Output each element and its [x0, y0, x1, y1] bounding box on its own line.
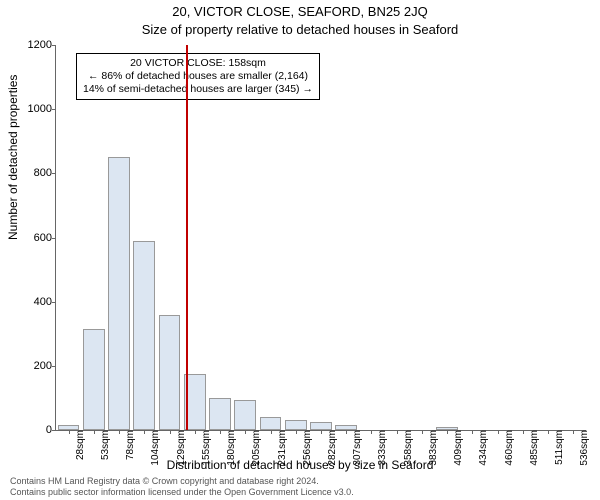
annotation-line-3: 14% of semi-detached houses are larger (… — [83, 83, 313, 96]
histogram-bar — [209, 398, 231, 430]
x-tick-label: 78sqm — [123, 430, 136, 460]
histogram-bar — [436, 427, 458, 430]
x-tick-mark — [245, 430, 246, 434]
y-tick-mark — [52, 173, 56, 174]
x-tick-mark — [573, 430, 574, 434]
reference-line — [186, 45, 188, 430]
y-tick-mark — [52, 109, 56, 110]
x-tick-mark — [220, 430, 221, 434]
footer-line-2: Contains public sector information licen… — [10, 487, 354, 498]
footer-attribution: Contains HM Land Registry data © Crown c… — [10, 476, 354, 498]
footer-line-1: Contains HM Land Registry data © Crown c… — [10, 476, 354, 487]
histogram-bar — [133, 241, 155, 430]
chart-title-main: 20, VICTOR CLOSE, SEAFORD, BN25 2JQ — [0, 4, 600, 19]
x-tick-mark — [447, 430, 448, 434]
x-tick-mark — [523, 430, 524, 434]
annotation-box: 20 VICTOR CLOSE: 158sqm ← 86% of detache… — [76, 53, 320, 100]
y-tick-mark — [52, 366, 56, 367]
histogram-bar — [335, 425, 357, 430]
x-tick-mark — [397, 430, 398, 434]
x-tick-mark — [321, 430, 322, 434]
chart-container: 20, VICTOR CLOSE, SEAFORD, BN25 2JQ Size… — [0, 0, 600, 500]
x-tick-label: 28sqm — [73, 430, 86, 460]
y-tick-mark — [52, 238, 56, 239]
histogram-bar — [285, 420, 307, 430]
x-tick-mark — [422, 430, 423, 434]
annotation-line-1: 20 VICTOR CLOSE: 158sqm — [83, 57, 313, 70]
x-tick-mark — [548, 430, 549, 434]
x-tick-mark — [170, 430, 171, 434]
chart-title-sub: Size of property relative to detached ho… — [0, 22, 600, 37]
histogram-bar — [159, 315, 181, 431]
x-tick-mark — [195, 430, 196, 434]
x-tick-label: 53sqm — [98, 430, 111, 460]
y-tick-mark — [52, 45, 56, 46]
histogram-bar — [310, 422, 332, 430]
y-axis-label: Number of detached properties — [6, 75, 20, 240]
y-tick-mark — [52, 302, 56, 303]
x-tick-mark — [271, 430, 272, 434]
plot-area: 20 VICTOR CLOSE: 158sqm ← 86% of detache… — [55, 45, 586, 431]
histogram-bar — [260, 417, 282, 430]
histogram-bar — [234, 400, 256, 430]
x-tick-mark — [69, 430, 70, 434]
x-tick-mark — [472, 430, 473, 434]
histogram-bar — [108, 157, 130, 430]
x-tick-mark — [371, 430, 372, 434]
histogram-bar — [58, 425, 80, 430]
x-tick-mark — [346, 430, 347, 434]
x-tick-mark — [498, 430, 499, 434]
x-tick-mark — [119, 430, 120, 434]
x-tick-mark — [296, 430, 297, 434]
histogram-bar — [83, 329, 105, 430]
y-tick-mark — [52, 430, 56, 431]
annotation-line-2: ← 86% of detached houses are smaller (2,… — [83, 70, 313, 83]
x-tick-mark — [144, 430, 145, 434]
x-axis-label: Distribution of detached houses by size … — [0, 458, 600, 472]
x-tick-mark — [94, 430, 95, 434]
